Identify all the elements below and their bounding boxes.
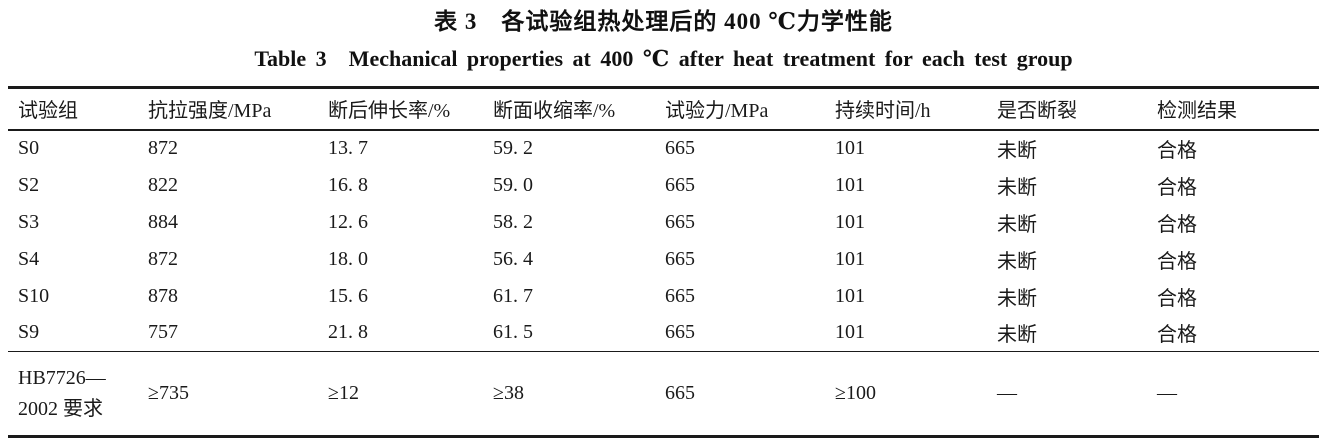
table-row-s4: S4 872 18. 0 56. 4 665 101 未断 合格 xyxy=(8,241,1319,278)
cell-result: 合格 xyxy=(1157,324,1197,347)
cell-elongation: 13. 7 xyxy=(328,137,368,159)
mechanical-properties-table: 试验组 抗拉强度/MPa 断后伸长率/% 断面收缩率/% 试验力/MPa 持续时… xyxy=(8,86,1319,438)
cell-group: S0 xyxy=(18,137,40,159)
cell-fractured-requirement: — xyxy=(997,382,1017,404)
cell-group: S3 xyxy=(18,210,40,233)
cell-tensile-strength: 878 xyxy=(148,284,178,307)
cell-test-force-requirement: 665 xyxy=(665,382,695,404)
cell-tensile-strength: 872 xyxy=(148,137,178,159)
cell-elongation: 15. 6 xyxy=(328,284,368,307)
cell-fractured: 未断 xyxy=(997,324,1037,347)
cell-result: 合格 xyxy=(1157,176,1197,199)
cell-tensile-strength-requirement: ≥735 xyxy=(148,382,189,404)
cell-result: 合格 xyxy=(1157,250,1197,273)
header-row: 试验组 抗拉强度/MPa 断后伸长率/% 断面收缩率/% 试验力/MPa 持续时… xyxy=(8,88,1319,130)
cell-elongation: 12. 6 xyxy=(328,210,368,233)
cell-result: 合格 xyxy=(1157,287,1197,310)
cell-group: S4 xyxy=(18,247,40,270)
cell-reduction-of-area: 59. 2 xyxy=(493,137,533,159)
column-header-elongation: 断后伸长率/% xyxy=(328,100,451,123)
cell-reduction-of-area: 61. 5 xyxy=(493,321,533,344)
cell-group: S9 xyxy=(18,321,40,344)
cell-test-force: 665 xyxy=(665,247,695,270)
column-header-result: 检测结果 xyxy=(1157,100,1237,123)
cell-reduction-of-area: 59. 0 xyxy=(493,173,533,196)
cell-tensile-strength: 884 xyxy=(148,210,178,233)
column-header-tensile-strength: 抗拉强度/MPa xyxy=(148,100,272,123)
cell-duration-requirement: ≥100 xyxy=(835,382,876,404)
cell-fractured: 未断 xyxy=(997,140,1037,162)
column-header-reduction-of-area: 断面收缩率/% xyxy=(493,100,616,123)
cell-result-requirement: — xyxy=(1157,382,1177,404)
cell-fractured: 未断 xyxy=(997,250,1037,273)
column-header-test-force: 试验力/MPa xyxy=(665,100,769,123)
cell-elongation: 16. 8 xyxy=(328,173,368,196)
cell-elongation: 18. 0 xyxy=(328,247,368,270)
cell-group: S2 xyxy=(18,173,40,196)
cell-fractured: 未断 xyxy=(997,287,1037,310)
cell-duration: 101 xyxy=(835,210,865,233)
cell-test-force: 665 xyxy=(665,210,695,233)
table-title-en: Table 3 Mechanical properties at 400 ℃ a… xyxy=(254,46,1073,71)
table-row-s3: S3 884 12. 6 58. 2 665 101 未断 合格 xyxy=(8,204,1319,241)
column-header-fractured: 是否断裂 xyxy=(997,100,1077,123)
table-row-s0: S0 872 13. 7 59. 2 665 101 未断 合格 xyxy=(8,130,1319,167)
cell-tensile-strength: 872 xyxy=(148,247,178,270)
cell-duration: 101 xyxy=(835,284,865,307)
cell-fractured: 未断 xyxy=(997,176,1037,199)
cell-elongation: 21. 8 xyxy=(328,321,368,344)
cell-duration: 101 xyxy=(835,137,865,159)
cell-test-force: 665 xyxy=(665,284,695,307)
cell-test-force: 665 xyxy=(665,173,695,196)
cell-duration: 101 xyxy=(835,247,865,270)
cell-test-force: 665 xyxy=(665,137,695,159)
column-header-duration: 持续时间/h xyxy=(835,100,931,123)
cell-tensile-strength: 822 xyxy=(148,173,178,196)
table-row-s9: S9 757 21. 8 61. 5 665 101 未断 合格 xyxy=(8,315,1319,352)
cell-test-force: 665 xyxy=(665,321,695,344)
cell-duration: 101 xyxy=(835,321,865,344)
table-row-s2: S2 822 16. 8 59. 0 665 101 未断 合格 xyxy=(8,167,1319,204)
cell-standard-requirement-label: HB7726—2002 要求 xyxy=(18,366,106,420)
cell-tensile-strength: 757 xyxy=(148,321,178,344)
table-row-hb7726-requirement: HB7726—2002 要求 ≥735 ≥12 ≥38 665 ≥100 — — xyxy=(8,352,1319,437)
cell-reduction-of-area-requirement: ≥38 xyxy=(493,382,524,404)
cell-result: 合格 xyxy=(1157,140,1197,162)
cell-reduction-of-area: 56. 4 xyxy=(493,247,533,270)
cell-group: S10 xyxy=(18,284,50,307)
cell-duration: 101 xyxy=(835,173,865,196)
cell-reduction-of-area: 61. 7 xyxy=(493,284,533,307)
cell-fractured: 未断 xyxy=(997,213,1037,236)
table-row-s10: S10 878 15. 6 61. 7 665 101 未断 合格 xyxy=(8,278,1319,315)
cell-elongation-requirement: ≥12 xyxy=(328,382,359,404)
column-header-test-group: 试验组 xyxy=(18,100,78,123)
cell-result: 合格 xyxy=(1157,213,1197,236)
table-title-zh: 表 3 各试验组热处理后的 400 ℃力学性能 xyxy=(434,9,893,34)
cell-reduction-of-area: 58. 2 xyxy=(493,210,533,233)
